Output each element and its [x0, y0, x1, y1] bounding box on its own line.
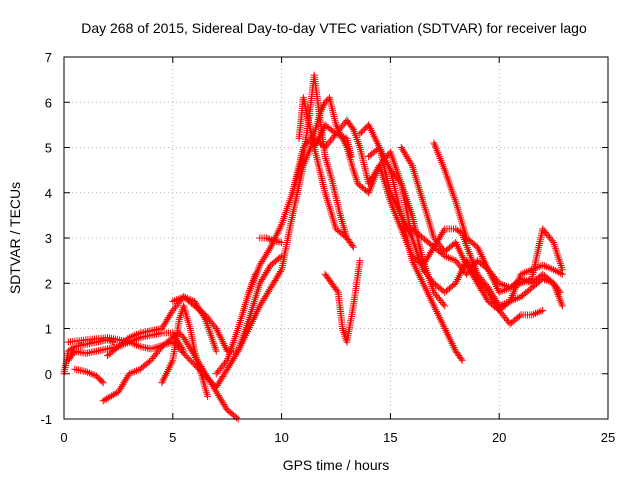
chart-title: Day 268 of 2015, Sidereal Day-to-day VTE… — [81, 20, 587, 36]
series-arc-l — [295, 94, 351, 242]
series-arc-k — [256, 234, 286, 246]
series-arc-j — [245, 71, 357, 296]
series-arc-h — [169, 252, 286, 355]
y-tick-labels: -1 0 1 2 3 4 5 6 7 — [40, 50, 52, 427]
x-tick-label: 5 — [169, 430, 176, 445]
series-arc-p — [356, 121, 466, 364]
x-tick-label: 15 — [383, 430, 397, 445]
y-tick-label: 7 — [45, 50, 52, 65]
y-tick-label: 3 — [45, 231, 52, 246]
x-tick-label: 0 — [60, 430, 67, 445]
grid-lines — [64, 57, 608, 419]
series-arc-t — [430, 139, 566, 292]
x-tick-labels: 0 5 10 15 20 25 — [60, 430, 615, 445]
y-tick-label: 6 — [45, 95, 52, 110]
y-tick-label: -1 — [40, 412, 52, 427]
series-arc-u — [408, 225, 566, 310]
y-tick-label: 4 — [45, 186, 52, 201]
series-arc-g — [158, 302, 212, 400]
series-arc-q — [365, 144, 566, 314]
data-series — [60, 71, 566, 423]
series-arc-s — [397, 144, 547, 328]
y-tick-label: 0 — [45, 367, 52, 382]
series-arc-o — [321, 257, 364, 346]
x-tick-label: 10 — [274, 430, 288, 445]
y-tick-label: 1 — [45, 322, 52, 337]
y-tick-label: 5 — [45, 141, 52, 156]
x-axis-label: GPS time / hours — [283, 457, 390, 473]
plot-frame — [63, 56, 609, 420]
x-tick-label: 25 — [601, 430, 615, 445]
series-arc-b — [64, 130, 355, 391]
series-arc-d — [71, 365, 107, 387]
y-axis-label: SDTVAR / TECUs — [7, 182, 23, 294]
x-tick-label: 20 — [492, 430, 506, 445]
y-tick-label: 2 — [45, 276, 52, 291]
series-arc-f — [104, 293, 220, 360]
